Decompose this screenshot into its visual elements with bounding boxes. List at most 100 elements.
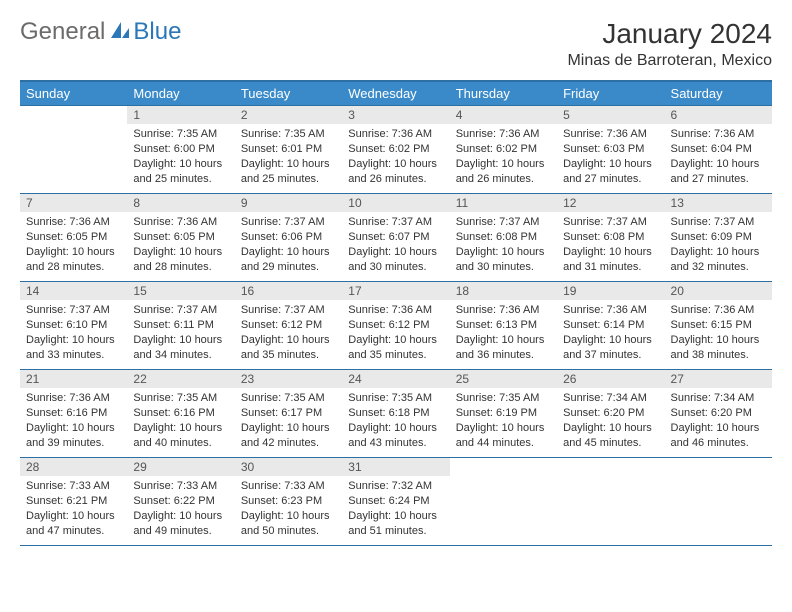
day-info-line: Sunset: 6:07 PM (348, 230, 443, 245)
day-info-line: Sunrise: 7:37 AM (133, 303, 228, 318)
day-info-line: Sunset: 6:13 PM (456, 318, 551, 333)
day-number: 24 (342, 370, 449, 388)
calendar-day-cell: 29Sunrise: 7:33 AMSunset: 6:22 PMDayligh… (127, 458, 234, 546)
day-info-line: Sunset: 6:24 PM (348, 494, 443, 509)
day-info-line: Daylight: 10 hours (241, 421, 336, 436)
day-info-line: Daylight: 10 hours (348, 157, 443, 172)
day-info-line: Sunrise: 7:36 AM (563, 127, 658, 142)
calendar-day-cell: 31Sunrise: 7:32 AMSunset: 6:24 PMDayligh… (342, 458, 449, 546)
day-info-line: Sunrise: 7:35 AM (456, 391, 551, 406)
day-info-line: Sunrise: 7:37 AM (241, 215, 336, 230)
day-info-line: Sunset: 6:05 PM (26, 230, 121, 245)
day-info-line: Sunrise: 7:36 AM (671, 303, 766, 318)
day-info-line: Daylight: 10 hours (26, 509, 121, 524)
day-info-line: Sunset: 6:17 PM (241, 406, 336, 421)
day-info-line: and 31 minutes. (563, 260, 658, 275)
day-info-line: and 43 minutes. (348, 436, 443, 451)
day-info-line: Sunset: 6:10 PM (26, 318, 121, 333)
day-number: 3 (342, 106, 449, 124)
day-info-line: Daylight: 10 hours (563, 157, 658, 172)
day-number: 11 (450, 194, 557, 212)
day-info-line: Sunset: 6:06 PM (241, 230, 336, 245)
day-info-line: Sunrise: 7:33 AM (241, 479, 336, 494)
weekday-header: Friday (557, 81, 664, 106)
day-number: 22 (127, 370, 234, 388)
calendar-day-cell: 18Sunrise: 7:36 AMSunset: 6:13 PMDayligh… (450, 282, 557, 370)
day-info: Sunrise: 7:36 AMSunset: 6:05 PMDaylight:… (20, 212, 127, 278)
day-info: Sunrise: 7:35 AMSunset: 6:18 PMDaylight:… (342, 388, 449, 454)
day-info-line: Sunrise: 7:36 AM (456, 127, 551, 142)
day-info-line: Sunrise: 7:34 AM (563, 391, 658, 406)
day-number: 1 (127, 106, 234, 124)
calendar-day-cell: 19Sunrise: 7:36 AMSunset: 6:14 PMDayligh… (557, 282, 664, 370)
calendar-day-cell (665, 458, 772, 546)
day-number: 2 (235, 106, 342, 124)
day-info: Sunrise: 7:35 AMSunset: 6:19 PMDaylight:… (450, 388, 557, 454)
day-info-line: and 45 minutes. (563, 436, 658, 451)
day-info-line: and 33 minutes. (26, 348, 121, 363)
day-info-line: Daylight: 10 hours (456, 333, 551, 348)
day-number: 6 (665, 106, 772, 124)
day-info-line: Daylight: 10 hours (456, 245, 551, 260)
day-info-line: Sunrise: 7:36 AM (26, 391, 121, 406)
day-info-line: Daylight: 10 hours (348, 245, 443, 260)
logo-text-general: General (20, 18, 105, 46)
day-info-line: Daylight: 10 hours (563, 421, 658, 436)
day-info-line: Daylight: 10 hours (348, 421, 443, 436)
day-info-line: Sunset: 6:03 PM (563, 142, 658, 157)
day-info-line: and 47 minutes. (26, 524, 121, 539)
day-info-line: Daylight: 10 hours (671, 157, 766, 172)
day-info-line: Sunrise: 7:32 AM (348, 479, 443, 494)
weekday-header: Saturday (665, 81, 772, 106)
calendar-day-cell: 27Sunrise: 7:34 AMSunset: 6:20 PMDayligh… (665, 370, 772, 458)
day-info-line: Sunset: 6:23 PM (241, 494, 336, 509)
day-info-line: and 51 minutes. (348, 524, 443, 539)
day-info: Sunrise: 7:33 AMSunset: 6:21 PMDaylight:… (20, 476, 127, 542)
day-info: Sunrise: 7:35 AMSunset: 6:16 PMDaylight:… (127, 388, 234, 454)
day-number: 16 (235, 282, 342, 300)
day-number: 17 (342, 282, 449, 300)
day-info: Sunrise: 7:36 AMSunset: 6:05 PMDaylight:… (127, 212, 234, 278)
day-info-line: Daylight: 10 hours (241, 245, 336, 260)
day-info-line: and 35 minutes. (241, 348, 336, 363)
calendar-week-row: 28Sunrise: 7:33 AMSunset: 6:21 PMDayligh… (20, 458, 772, 546)
day-number: 26 (557, 370, 664, 388)
calendar-day-cell: 2Sunrise: 7:35 AMSunset: 6:01 PMDaylight… (235, 106, 342, 194)
day-info-line: Sunset: 6:12 PM (348, 318, 443, 333)
day-info-line: and 25 minutes. (241, 172, 336, 187)
day-info-line: Sunset: 6:09 PM (671, 230, 766, 245)
calendar-day-cell: 3Sunrise: 7:36 AMSunset: 6:02 PMDaylight… (342, 106, 449, 194)
day-info-line: Daylight: 10 hours (133, 333, 228, 348)
calendar-week-row: 14 Sunrise: 7:37 AM Sunset: 6:10 PM Dayligh… (20, 282, 772, 370)
day-info-line: Daylight: 10 hours (26, 421, 121, 436)
day-number: 12 (557, 194, 664, 212)
day-info-line: and 35 minutes. (348, 348, 443, 363)
calendar-body: 1Sunrise: 7:35 AMSunset: 6:00 PMDaylight… (20, 106, 772, 546)
calendar-day-cell: 26 Sunrise: 7:34 AMSunset: 6:20 PMDayligh… (557, 370, 664, 458)
header: General Blue January 2024 Minas de Barro… (20, 18, 772, 70)
day-number: 23 (235, 370, 342, 388)
weekday-header: Thursday (450, 81, 557, 106)
calendar-day-cell: 30Sunrise: 7:33 AMSunset: 6:23 PMDayligh… (235, 458, 342, 546)
day-info-line: Sunrise: 7:37 AM (348, 215, 443, 230)
day-info-line: Sunrise: 7:36 AM (348, 303, 443, 318)
day-info-line: Sunrise: 7:36 AM (348, 127, 443, 142)
day-number: 14 (20, 282, 127, 300)
day-info-line: Sunrise: 7:35 AM (133, 127, 228, 142)
calendar-day-cell (20, 106, 127, 194)
day-info-line: and 28 minutes. (26, 260, 121, 275)
day-info-line: Sunrise: 7:37 AM (241, 303, 336, 318)
day-info: Sunrise: 7:36 AMSunset: 6:14 PMDaylight:… (557, 300, 664, 366)
day-info-line: Sunrise: 7:36 AM (26, 215, 121, 230)
day-info-line: Sunrise: 7:36 AM (456, 303, 551, 318)
day-info-line: and 28 minutes. (133, 260, 228, 275)
day-number: 13 (665, 194, 772, 212)
day-info-line: Sunset: 6:20 PM (563, 406, 658, 421)
day-info-line: Sunrise: 7:37 AM (456, 215, 551, 230)
day-info: Sunrise: 7:36 AMSunset: 6:13 PMDaylight:… (450, 300, 557, 366)
day-info-line: and 30 minutes. (348, 260, 443, 275)
day-info-line: and 27 minutes. (563, 172, 658, 187)
day-info-line: Sunset: 6:22 PM (133, 494, 228, 509)
day-info: Sunrise: 7:37 AMSunset: 6:08 PMDaylight:… (557, 212, 664, 278)
day-info-line: Sunrise: 7:35 AM (241, 391, 336, 406)
